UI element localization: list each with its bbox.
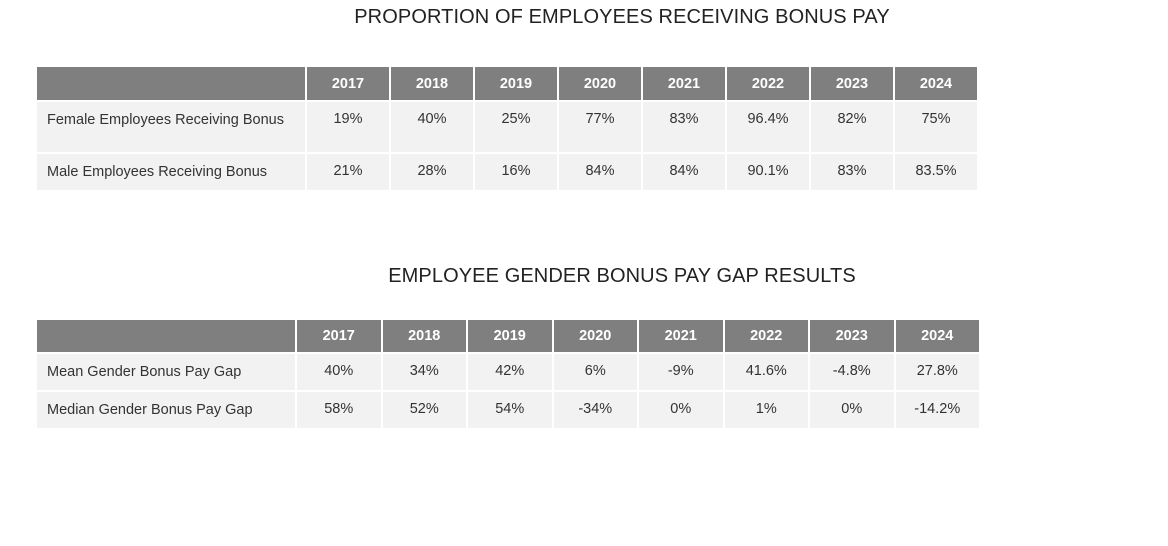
year-header: 2018 [380,318,468,354]
year-header: 2021 [637,318,725,354]
table-header-row: 2017 2018 2019 2020 2021 2022 2023 2024 [35,318,981,354]
value-cell: -34% [551,390,639,430]
value-cell: 83% [641,100,727,154]
value-cell: 34% [380,352,468,392]
value-cell: 54% [466,390,554,430]
value-cell: 40% [389,100,475,154]
value-cell: 40% [295,352,383,392]
bonus-proportion-table: 2017 2018 2019 2020 2021 2022 2023 2024 Female … [35,65,979,192]
bonus-gap-table: 2017 2018 2019 2020 2021 2022 2023 2024 Mean Ge… [35,318,981,430]
value-cell: 83.5% [893,152,979,192]
year-header: 2017 [295,318,383,354]
year-header: 2021 [641,65,727,102]
year-header: 2019 [473,65,559,102]
value-cell: -9% [637,352,725,392]
year-header: 2020 [557,65,643,102]
year-header: 2023 [809,65,895,102]
value-cell: 16% [473,152,559,192]
header-blank [35,318,297,354]
value-cell: 19% [305,100,391,154]
year-header: 2018 [389,65,475,102]
table-row: Male Employees Receiving Bonus 21% 28% 16% 8… [35,152,979,192]
row-label: Male Employees Receiving Bonus [35,152,307,192]
value-cell: 0% [637,390,725,430]
year-header: 2024 [893,65,979,102]
bonus-gap-title: EMPLOYEE GENDER BONUS PAY GAP RESULTS [388,265,856,287]
value-cell: 1% [722,390,810,430]
year-header: 2019 [466,318,554,354]
value-cell: -14.2% [893,390,981,430]
value-cell: 6% [551,352,639,392]
value-cell: 90.1% [725,152,811,192]
value-cell: 21% [305,152,391,192]
row-label: Female Employees Receiving Bonus [35,100,307,154]
year-header: 2022 [722,318,810,354]
value-cell: 84% [557,152,643,192]
value-cell: 77% [557,100,643,154]
value-cell: -4.8% [808,352,896,392]
value-cell: 83% [809,152,895,192]
value-cell: 84% [641,152,727,192]
year-header: 2020 [551,318,639,354]
value-cell: 27.8% [893,352,981,392]
bonus-proportion-title: PROPORTION OF EMPLOYEES RECEIVING BONUS … [354,6,890,28]
header-blank [35,65,307,102]
value-cell: 75% [893,100,979,154]
table-row: Mean Gender Bonus Pay Gap 40% 34% 42% 6% -9% 4… [35,352,981,392]
table-row: Median Gender Bonus Pay Gap 58% 52% 54% -34%… [35,390,981,430]
table-header-row: 2017 2018 2019 2020 2021 2022 2023 2024 [35,65,979,102]
row-label: Median Gender Bonus Pay Gap [35,390,297,430]
row-label: Mean Gender Bonus Pay Gap [35,352,297,392]
year-header: 2022 [725,65,811,102]
value-cell: 52% [380,390,468,430]
value-cell: 41.6% [722,352,810,392]
year-header: 2023 [808,318,896,354]
value-cell: 0% [808,390,896,430]
year-header: 2024 [893,318,981,354]
table-row: Female Employees Receiving Bonus 19% 40% 25… [35,100,979,154]
value-cell: 28% [389,152,475,192]
value-cell: 96.4% [725,100,811,154]
value-cell: 25% [473,100,559,154]
year-header: 2017 [305,65,391,102]
value-cell: 58% [295,390,383,430]
value-cell: 42% [466,352,554,392]
value-cell: 82% [809,100,895,154]
